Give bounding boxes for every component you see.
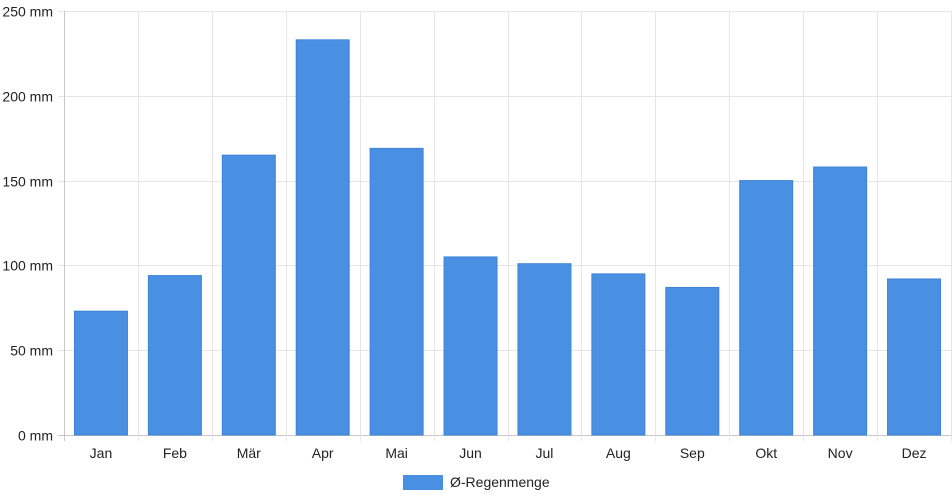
bar-Jun[interactable]: [443, 256, 498, 436]
y-tick-label: 200 mm: [2, 89, 53, 105]
x-tick-label: Feb: [163, 445, 187, 461]
bar-Mai[interactable]: [369, 147, 424, 436]
x-tick-label: Mär: [237, 445, 261, 461]
y-tick-label: 50 mm: [10, 343, 53, 359]
bar-Feb[interactable]: [147, 275, 202, 436]
bar-Jan[interactable]: [73, 310, 128, 436]
x-tick-label: Jan: [90, 445, 113, 461]
legend[interactable]: Ø-Regenmenge: [403, 474, 550, 490]
x-tick-label: Dez: [902, 445, 927, 461]
grid-lines: [58, 11, 952, 441]
bar-Dez[interactable]: [887, 278, 942, 436]
x-tick-label: Nov: [828, 445, 853, 461]
x-tick-label: Jun: [459, 445, 482, 461]
y-tick-label: 150 mm: [2, 174, 53, 190]
bar-Nov[interactable]: [813, 166, 868, 436]
y-tick-label: 100 mm: [2, 258, 53, 274]
x-tick-label: Okt: [755, 445, 777, 461]
bar-series: [73, 39, 942, 436]
y-axis-ticks: 0 mm 50 mm 100 mm 150 mm 200 mm 250 mm: [2, 4, 53, 444]
x-tick-label: Apr: [312, 445, 334, 461]
y-tick-label: 0 mm: [18, 428, 53, 444]
bar-Sep[interactable]: [665, 286, 720, 436]
bar-Mär[interactable]: [221, 154, 276, 436]
x-tick-label: Jul: [536, 445, 554, 461]
bar-Jul[interactable]: [517, 263, 572, 436]
bar-Okt[interactable]: [739, 180, 794, 436]
legend-swatch[interactable]: [403, 475, 443, 490]
x-axis-ticks: Jan Feb Mär Apr Mai Jun Jul Aug Sep Okt Nov Dez: [90, 445, 927, 461]
legend-label[interactable]: Ø-Regenmenge: [450, 474, 550, 490]
x-tick-label: Sep: [680, 445, 705, 461]
y-tick-label: 250 mm: [2, 4, 53, 20]
x-tick-label: Mai: [385, 445, 408, 461]
bar-Aug[interactable]: [591, 273, 646, 436]
bar-Apr[interactable]: [295, 39, 350, 436]
x-tick-label: Aug: [606, 445, 631, 461]
